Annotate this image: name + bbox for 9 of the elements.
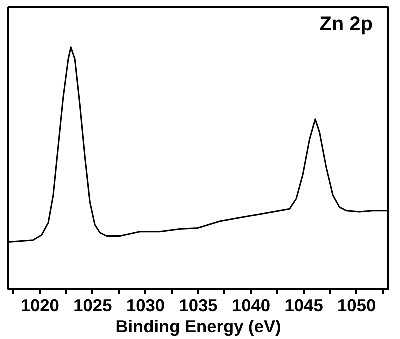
x-tick-label: 1045 — [284, 296, 324, 316]
text: Zn 2p — [320, 14, 373, 36]
x-tick-label: 1020 — [20, 296, 60, 316]
x-tick-label: 1040 — [232, 296, 271, 316]
x-tick-label: 1025 — [74, 296, 113, 316]
x-axis-title: Binding Energy (eV) — [116, 316, 282, 336]
x-tick-label: 1050 — [338, 296, 376, 316]
x-tick-label: 1030 — [126, 296, 166, 316]
x-tick-label: 1035 — [179, 296, 218, 316]
